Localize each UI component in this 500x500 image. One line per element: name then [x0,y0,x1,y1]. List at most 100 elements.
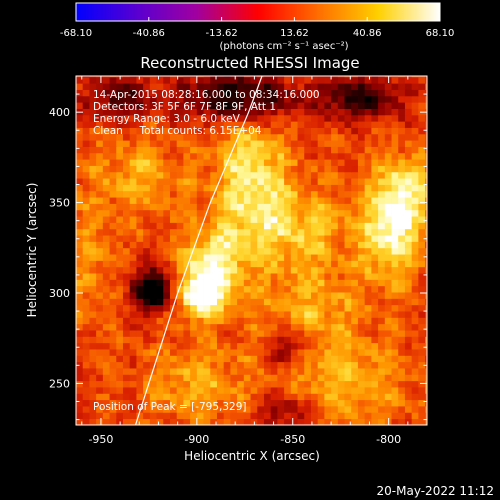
heatmap-cell [371,165,379,173]
heatmap-cell [136,260,144,268]
heatmap-cell [163,241,171,249]
heatmap-cell [371,399,379,407]
heatmap-cell [176,254,184,261]
heatmap-cell [277,197,285,204]
heatmap-cell [122,76,131,78]
heatmap-cell [297,76,305,78]
heatmap-cell [357,222,366,230]
heatmap-cell [331,228,339,236]
heatmap-cell [263,140,272,147]
heatmap-cell [243,114,251,122]
heatmap-cell [331,102,339,109]
heatmap-cell [384,209,392,217]
heatmap-cell [203,76,211,84]
heatmap-cell [116,393,124,401]
heatmap-cell [210,127,218,135]
heatmap-cell [196,399,204,407]
heatmap-cell [257,76,265,78]
heatmap-cell [270,285,278,293]
heatmap-cell [344,418,352,425]
heatmap-cell [371,83,379,90]
heatmap-cell [156,159,164,166]
heatmap-cell [76,203,84,211]
heatmap-cell [76,247,84,255]
heatmap-cell [82,285,90,293]
heatmap-cell [277,374,285,382]
heatmap-cell [263,114,272,122]
heatmap-cell [391,102,399,109]
heatmap-cell [230,165,238,173]
heatmap-cell [290,292,298,299]
heatmap-cell [243,399,251,407]
heatmap-cell [156,368,164,375]
heatmap-cell [297,311,305,318]
heatmap-cell [344,121,352,128]
heatmap-cell [404,273,413,280]
heatmap-cell [398,114,406,122]
heatmap-cell [109,216,117,223]
heatmap-cell [116,368,124,375]
heatmap-cell [337,304,345,312]
heatmap-cell [364,152,372,160]
heatmap-cell [371,222,379,230]
heatmap-cell [76,399,84,407]
heatmap-cell [364,323,372,331]
heatmap-cell [297,108,305,116]
heatmap-cell [384,349,392,356]
heatmap-cell [378,76,386,78]
heatmap-cell [116,102,124,109]
heatmap-cell [169,216,178,223]
y-tick-label: 400 [49,106,70,119]
heatmap-cell [230,298,238,306]
heatmap-cell [176,273,184,280]
heatmap-cell [196,418,204,425]
heatmap-cell [122,260,131,268]
heatmap-cell [404,368,413,375]
heatmap-cell [277,399,285,407]
heatmap-cell [257,298,265,306]
heatmap-cell [351,298,359,306]
heatmap-cell [243,330,251,337]
heatmap-cell [418,393,426,401]
heatmap-cell [310,209,319,217]
heatmap-cell [169,76,178,78]
heatmap-cell [425,380,427,388]
heatmap-cell [404,171,413,179]
heatmap-cell [398,374,406,382]
heatmap-cell [284,76,292,78]
heatmap-cell [324,336,332,344]
heatmap-cell [196,374,204,382]
heatmap-cell [257,418,265,425]
heatmap-cell [263,165,272,173]
heatmap-cell [398,254,406,261]
heatmap-cell [297,342,305,350]
heatmap-cell [391,184,399,192]
heatmap-cell [371,412,379,420]
heatmap-cell [263,146,272,154]
heatmap-cell [169,209,178,217]
heatmap-cell [237,95,245,103]
heatmap-cell [344,323,352,331]
heatmap-cell [129,292,137,299]
heatmap-cell [203,178,211,185]
heatmap-cell [257,235,265,242]
heatmap-cell [344,279,352,287]
heatmap-cell [102,380,110,388]
heatmap-cell [163,95,171,103]
heatmap-cell [183,418,191,425]
heatmap-cell [404,95,413,103]
heatmap-cell [331,133,339,141]
heatmap-cell [156,279,164,287]
heatmap-cell [136,311,144,318]
heatmap-cell [237,121,245,128]
heatmap-cell [411,349,419,356]
heatmap-cell [297,279,305,287]
heatmap-cell [196,190,204,198]
heatmap-cell [404,108,413,116]
heatmap-cell [263,406,272,413]
heatmap-cell [122,108,131,116]
heatmap-cell [203,241,211,249]
heatmap-cell [190,342,198,350]
heatmap-cell [82,292,90,299]
